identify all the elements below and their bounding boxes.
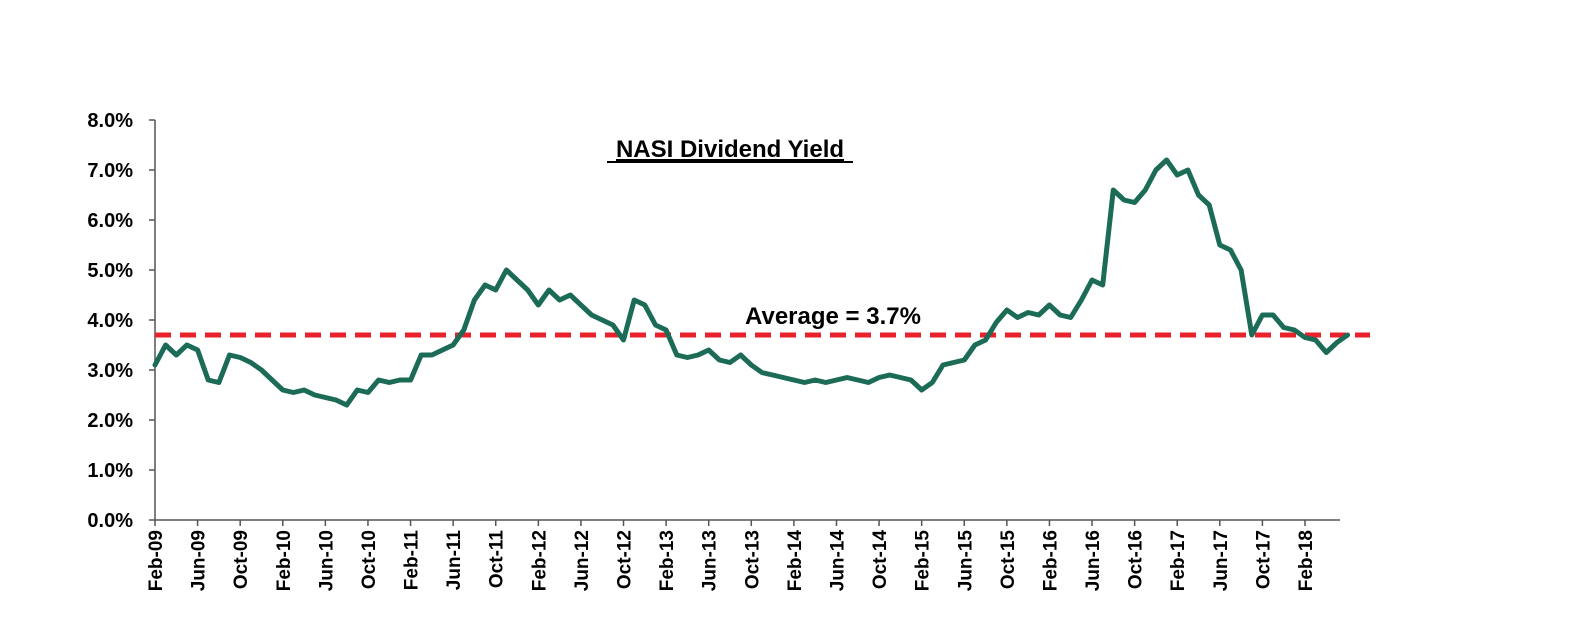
y-tick-label: 7.0% bbox=[87, 160, 133, 182]
y-tick-label: 3.0% bbox=[87, 360, 133, 382]
y-tick-label: 2.0% bbox=[87, 410, 133, 432]
x-tick-label: Feb-12 bbox=[529, 530, 550, 591]
average-label: Average = 3.7% bbox=[745, 303, 921, 330]
x-tick-label: Jun-11 bbox=[444, 530, 465, 591]
x-tick-label: Feb-18 bbox=[1296, 530, 1317, 591]
x-tick-label: Jun-17 bbox=[1211, 530, 1232, 591]
x-tick-label: Feb-10 bbox=[274, 530, 295, 591]
x-tick-label: Feb-11 bbox=[402, 530, 423, 591]
x-tick-label: Oct-14 bbox=[870, 530, 891, 590]
x-tick-label: Feb-09 bbox=[146, 530, 167, 591]
x-tick-label: Jun-10 bbox=[316, 530, 337, 591]
chart-title: NASI Dividend Yield bbox=[616, 136, 844, 163]
x-tick-label: Feb-15 bbox=[913, 530, 934, 592]
y-axis: 0.0% 1.0% 2.0% 3.0% 4.0% 5.0% 6.0% 7.0% 8.0% bbox=[87, 110, 156, 532]
x-tick-label: Jun-12 bbox=[572, 530, 593, 591]
x-tick-label: Jun-13 bbox=[700, 530, 721, 591]
x-axis: Feb-09 Jun-09 Oct-09 Feb-10 Jun-10 Oct-10 Feb-… bbox=[146, 519, 1340, 592]
x-tick-label: Oct-09 bbox=[231, 530, 252, 589]
x-tick-label: Oct-11 bbox=[487, 530, 508, 589]
x-tick-label: Jun-15 bbox=[955, 530, 976, 592]
x-tick-label: Jun-09 bbox=[189, 530, 210, 591]
x-tick-label: Oct-13 bbox=[742, 530, 763, 589]
x-tick-label: Jun-16 bbox=[1083, 530, 1104, 591]
y-tick-label: 5.0% bbox=[87, 260, 133, 282]
y-tick-label: 8.0% bbox=[87, 110, 133, 132]
x-tick-label: Feb-17 bbox=[1168, 530, 1189, 591]
series-line bbox=[152, 157, 1351, 408]
y-tick-label: 4.0% bbox=[87, 310, 133, 332]
x-tick-label: Oct-17 bbox=[1253, 530, 1274, 589]
y-tick-label: 0.0% bbox=[87, 510, 133, 532]
x-tick-label: Oct-10 bbox=[359, 530, 380, 589]
x-tick-label: Oct-16 bbox=[1126, 530, 1147, 589]
series-layer bbox=[152, 157, 1351, 408]
x-tick-label: Oct-12 bbox=[615, 530, 636, 589]
x-tick-label: Feb-16 bbox=[1040, 530, 1061, 591]
x-tick-label: Feb-14 bbox=[785, 530, 806, 592]
y-tick-label: 6.0% bbox=[87, 210, 133, 232]
x-tick-label: Jun-14 bbox=[827, 530, 848, 592]
x-tick-label: Oct-15 bbox=[998, 530, 1019, 590]
x-tick-label: Feb-13 bbox=[657, 530, 678, 591]
y-tick-label: 1.0% bbox=[87, 460, 133, 482]
